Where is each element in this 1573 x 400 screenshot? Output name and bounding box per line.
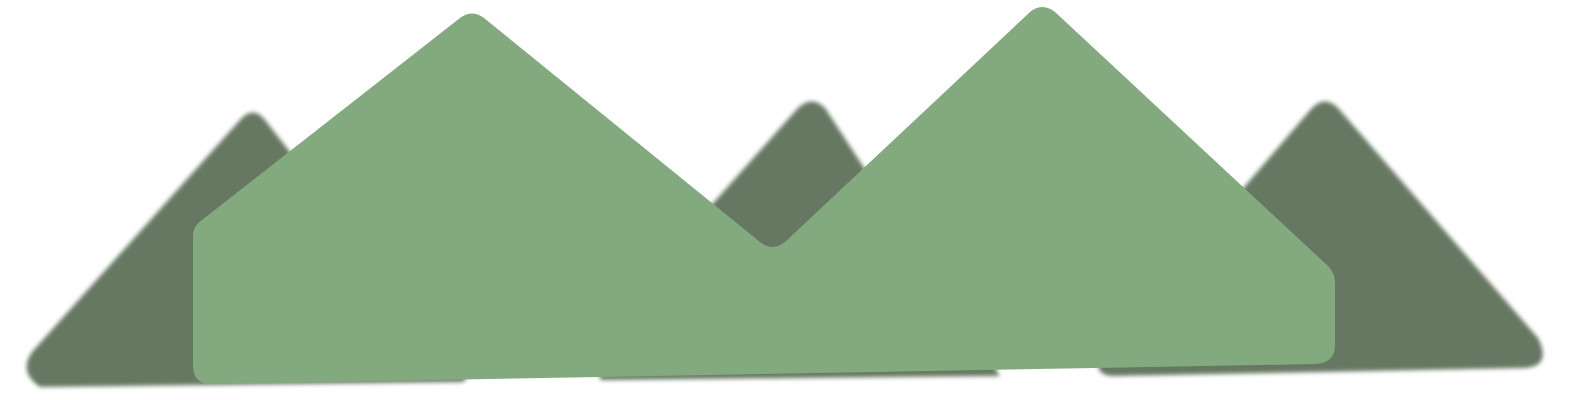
front-mountain-range [193,7,1335,385]
